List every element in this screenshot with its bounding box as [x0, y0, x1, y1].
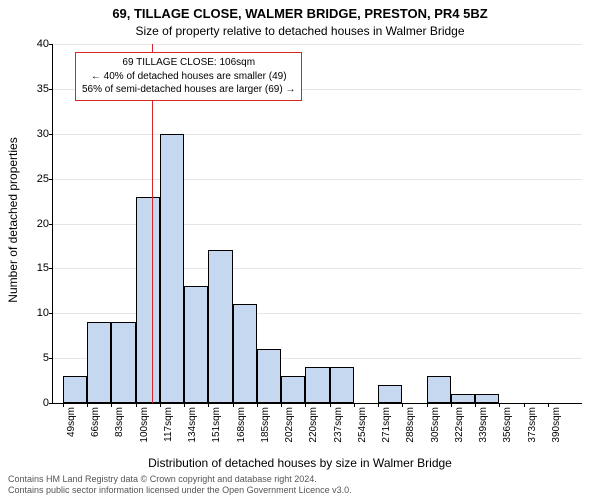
histogram-bar — [160, 134, 184, 403]
x-tick-label: 390sqm — [551, 407, 562, 443]
histogram-bar — [305, 367, 329, 403]
x-tick-label: 117sqm — [163, 407, 174, 442]
x-tick-label: 339sqm — [478, 407, 489, 443]
x-tick-label: 151sqm — [211, 407, 222, 443]
y-tick-label: 0 — [43, 397, 49, 409]
histogram-bar — [451, 394, 475, 403]
histogram-bar — [475, 394, 499, 403]
annotation-box: 69 TILLAGE CLOSE: 106sqm ← 40% of detach… — [75, 52, 302, 101]
y-tick-label: 30 — [37, 128, 49, 140]
histogram-bar — [427, 376, 451, 403]
y-axis-label: Number of detached properties — [6, 137, 20, 302]
y-tick-label: 15 — [37, 262, 49, 274]
histogram-bar — [257, 349, 281, 403]
x-tick-label: 168sqm — [236, 407, 247, 443]
annotation-line-3: 56% of semi-detached houses are larger (… — [82, 83, 295, 97]
histogram-bar — [184, 286, 208, 403]
histogram-bar — [281, 376, 305, 403]
page-title: 69, TILLAGE CLOSE, WALMER BRIDGE, PRESTO… — [0, 6, 600, 21]
x-tick-label: 220sqm — [308, 407, 319, 443]
histogram-bar — [111, 322, 135, 403]
x-tick-label: 237sqm — [333, 407, 344, 443]
x-tick-label: 271sqm — [381, 407, 392, 443]
x-tick-label: 100sqm — [139, 407, 150, 443]
y-tick-label: 5 — [43, 352, 49, 364]
x-axis-label: Distribution of detached houses by size … — [0, 456, 600, 470]
x-tick-label: 83sqm — [114, 407, 125, 437]
x-tick-label: 202sqm — [284, 407, 295, 443]
license-line-2: Contains public sector information licen… — [8, 485, 592, 496]
annotation-line-1: 69 TILLAGE CLOSE: 106sqm — [82, 56, 295, 70]
histogram-bar — [330, 367, 354, 403]
x-tick-label: 49sqm — [66, 407, 77, 437]
y-tick-label: 40 — [37, 38, 49, 50]
x-tick-label: 305sqm — [430, 407, 441, 443]
histogram-plot: 051015202530354049sqm66sqm83sqm100sqm117… — [52, 44, 582, 404]
histogram-bar — [208, 250, 232, 403]
y-tick-label: 20 — [37, 218, 49, 230]
x-tick-label: 66sqm — [90, 407, 101, 437]
x-tick-label: 322sqm — [454, 407, 465, 443]
y-tick-label: 25 — [37, 173, 49, 185]
y-tick-label: 10 — [37, 307, 49, 319]
x-tick-label: 134sqm — [187, 407, 198, 443]
x-tick-label: 356sqm — [502, 407, 513, 443]
histogram-bar — [87, 322, 111, 403]
y-tick-label: 35 — [37, 83, 49, 95]
x-tick-label: 185sqm — [260, 407, 271, 443]
x-tick-label: 288sqm — [405, 407, 416, 443]
histogram-bar — [63, 376, 87, 403]
page-subtitle: Size of property relative to detached ho… — [0, 24, 600, 38]
license-text: Contains HM Land Registry data © Crown c… — [8, 474, 592, 496]
x-tick-label: 373sqm — [527, 407, 538, 443]
license-line-1: Contains HM Land Registry data © Crown c… — [8, 474, 592, 485]
histogram-bar — [378, 385, 402, 403]
annotation-line-2: ← 40% of detached houses are smaller (49… — [82, 70, 295, 84]
histogram-bar — [136, 197, 160, 403]
x-tick-label: 254sqm — [357, 407, 368, 443]
histogram-bar — [233, 304, 257, 403]
